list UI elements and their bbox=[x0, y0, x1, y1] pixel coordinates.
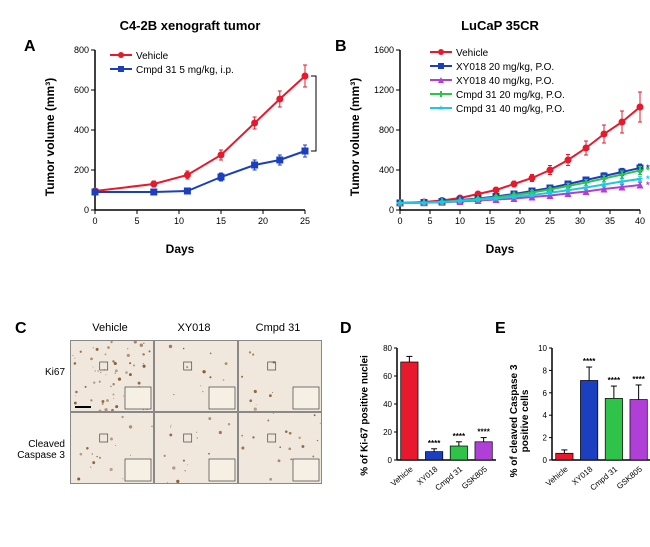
svg-text:35: 35 bbox=[605, 216, 615, 226]
svg-text:20: 20 bbox=[515, 216, 525, 226]
panel-d-label: D bbox=[340, 320, 352, 338]
svg-text:0: 0 bbox=[84, 205, 89, 215]
panel-b-xlabel: Days bbox=[470, 242, 530, 256]
panel-c-label: C bbox=[15, 320, 27, 338]
micro-row-label: CleavedCaspase 3 bbox=[15, 439, 65, 461]
svg-text:25: 25 bbox=[300, 216, 310, 226]
svg-text:80: 80 bbox=[383, 344, 392, 353]
svg-text:10: 10 bbox=[174, 216, 184, 226]
svg-text:Vehicle: Vehicle bbox=[544, 464, 570, 488]
svg-text:1600: 1600 bbox=[374, 45, 394, 55]
micrograph-cell bbox=[70, 412, 154, 484]
svg-text:Cmpd 31: Cmpd 31 bbox=[589, 464, 620, 492]
legend-item: XY018 40 mg/kg, P.O. bbox=[430, 75, 565, 88]
svg-text:20: 20 bbox=[258, 216, 268, 226]
svg-text:GSK805: GSK805 bbox=[615, 464, 644, 491]
panel-a-ylabel: Tumor volume (mm³) bbox=[43, 57, 57, 217]
svg-text:10: 10 bbox=[538, 344, 547, 353]
legend-item: Cmpd 31 20 mg/kg, P.O. bbox=[430, 89, 565, 102]
panel-e-ylabel: % of cleaved Caspase 3 positive cells bbox=[509, 336, 531, 506]
panel-a-legend: VehicleCmpd 31 5 mg/kg, i.p. bbox=[110, 50, 234, 78]
micro-col-header: Cmpd 31 bbox=[238, 322, 318, 334]
micrograph-cell bbox=[238, 340, 322, 412]
micrograph-cell bbox=[70, 340, 154, 412]
svg-text:800: 800 bbox=[74, 45, 89, 55]
micro-col-header: XY018 bbox=[154, 322, 234, 334]
svg-text:6: 6 bbox=[543, 389, 548, 398]
svg-text:0: 0 bbox=[389, 205, 394, 215]
svg-text:0: 0 bbox=[397, 216, 402, 226]
svg-text:****: **** bbox=[583, 357, 596, 366]
panel-b-label: B bbox=[335, 38, 347, 56]
svg-text:40: 40 bbox=[635, 216, 645, 226]
legend-item: Cmpd 31 5 mg/kg, i.p. bbox=[110, 64, 234, 77]
micro-row-label: Ki67 bbox=[15, 367, 65, 378]
svg-text:15: 15 bbox=[485, 216, 495, 226]
svg-text:GSK805: GSK805 bbox=[460, 464, 489, 491]
panel-e-chart: 0246810Vehicle****XY018****Cmpd 31****GS… bbox=[530, 330, 650, 500]
svg-text:40: 40 bbox=[383, 400, 392, 409]
panel-e-label: E bbox=[495, 320, 506, 338]
panel-b-legend: VehicleXY018 20 mg/kg, P.O.XY018 40 mg/k… bbox=[430, 47, 565, 117]
panel-b-title: LuCaP 35CR bbox=[420, 18, 580, 33]
svg-text:400: 400 bbox=[74, 125, 89, 135]
svg-text:25: 25 bbox=[545, 216, 555, 226]
micrograph-cell bbox=[154, 340, 238, 412]
svg-text:0: 0 bbox=[92, 216, 97, 226]
figure-root: A C4-2B xenograft tumor Tumor volume (mm… bbox=[10, 10, 640, 537]
svg-text:800: 800 bbox=[379, 125, 394, 135]
svg-text:5: 5 bbox=[134, 216, 139, 226]
legend-item: Cmpd 31 40 mg/kg, P.O. bbox=[430, 103, 565, 116]
svg-text:5: 5 bbox=[427, 216, 432, 226]
svg-text:200: 200 bbox=[74, 165, 89, 175]
svg-text:0: 0 bbox=[543, 456, 548, 465]
svg-text:****: **** bbox=[453, 432, 466, 441]
svg-text:****: **** bbox=[608, 376, 621, 385]
legend-item: Vehicle bbox=[430, 47, 565, 60]
svg-text:30: 30 bbox=[575, 216, 585, 226]
svg-text:400: 400 bbox=[379, 165, 394, 175]
legend-item: XY018 20 mg/kg, P.O. bbox=[430, 61, 565, 74]
micrograph-cell bbox=[154, 412, 238, 484]
panel-a-label: A bbox=[24, 38, 36, 56]
svg-text:****: **** bbox=[632, 375, 645, 384]
svg-text:2: 2 bbox=[543, 434, 548, 443]
svg-text:15: 15 bbox=[216, 216, 226, 226]
svg-text:****: **** bbox=[428, 439, 441, 448]
panel-a-title: C4-2B xenograft tumor bbox=[90, 18, 290, 33]
svg-text:Vehicle: Vehicle bbox=[389, 464, 415, 488]
svg-text:0: 0 bbox=[388, 456, 393, 465]
svg-text:****: **** bbox=[477, 428, 490, 437]
svg-text:1200: 1200 bbox=[374, 85, 394, 95]
panel-b-ylabel: Tumor volume (mm³) bbox=[348, 57, 362, 217]
svg-text:****: **** bbox=[321, 106, 325, 121]
panel-a-xlabel: Days bbox=[150, 242, 210, 256]
legend-item: Vehicle bbox=[110, 50, 234, 63]
panel-d-ylabel: % of Ki-67 positive nuclei bbox=[360, 336, 371, 496]
panel-d-chart: 020406080Vehicle****XY018****Cmpd 31****… bbox=[375, 330, 500, 500]
svg-text:8: 8 bbox=[543, 366, 548, 375]
svg-text:***: *** bbox=[646, 174, 650, 184]
svg-text:Cmpd 31: Cmpd 31 bbox=[434, 464, 465, 492]
svg-text:20: 20 bbox=[383, 428, 392, 437]
micrograph-cell bbox=[238, 412, 322, 484]
svg-text:60: 60 bbox=[383, 372, 392, 381]
micro-col-header: Vehicle bbox=[70, 322, 150, 334]
svg-text:10: 10 bbox=[455, 216, 465, 226]
svg-text:600: 600 bbox=[74, 85, 89, 95]
svg-text:4: 4 bbox=[543, 411, 548, 420]
